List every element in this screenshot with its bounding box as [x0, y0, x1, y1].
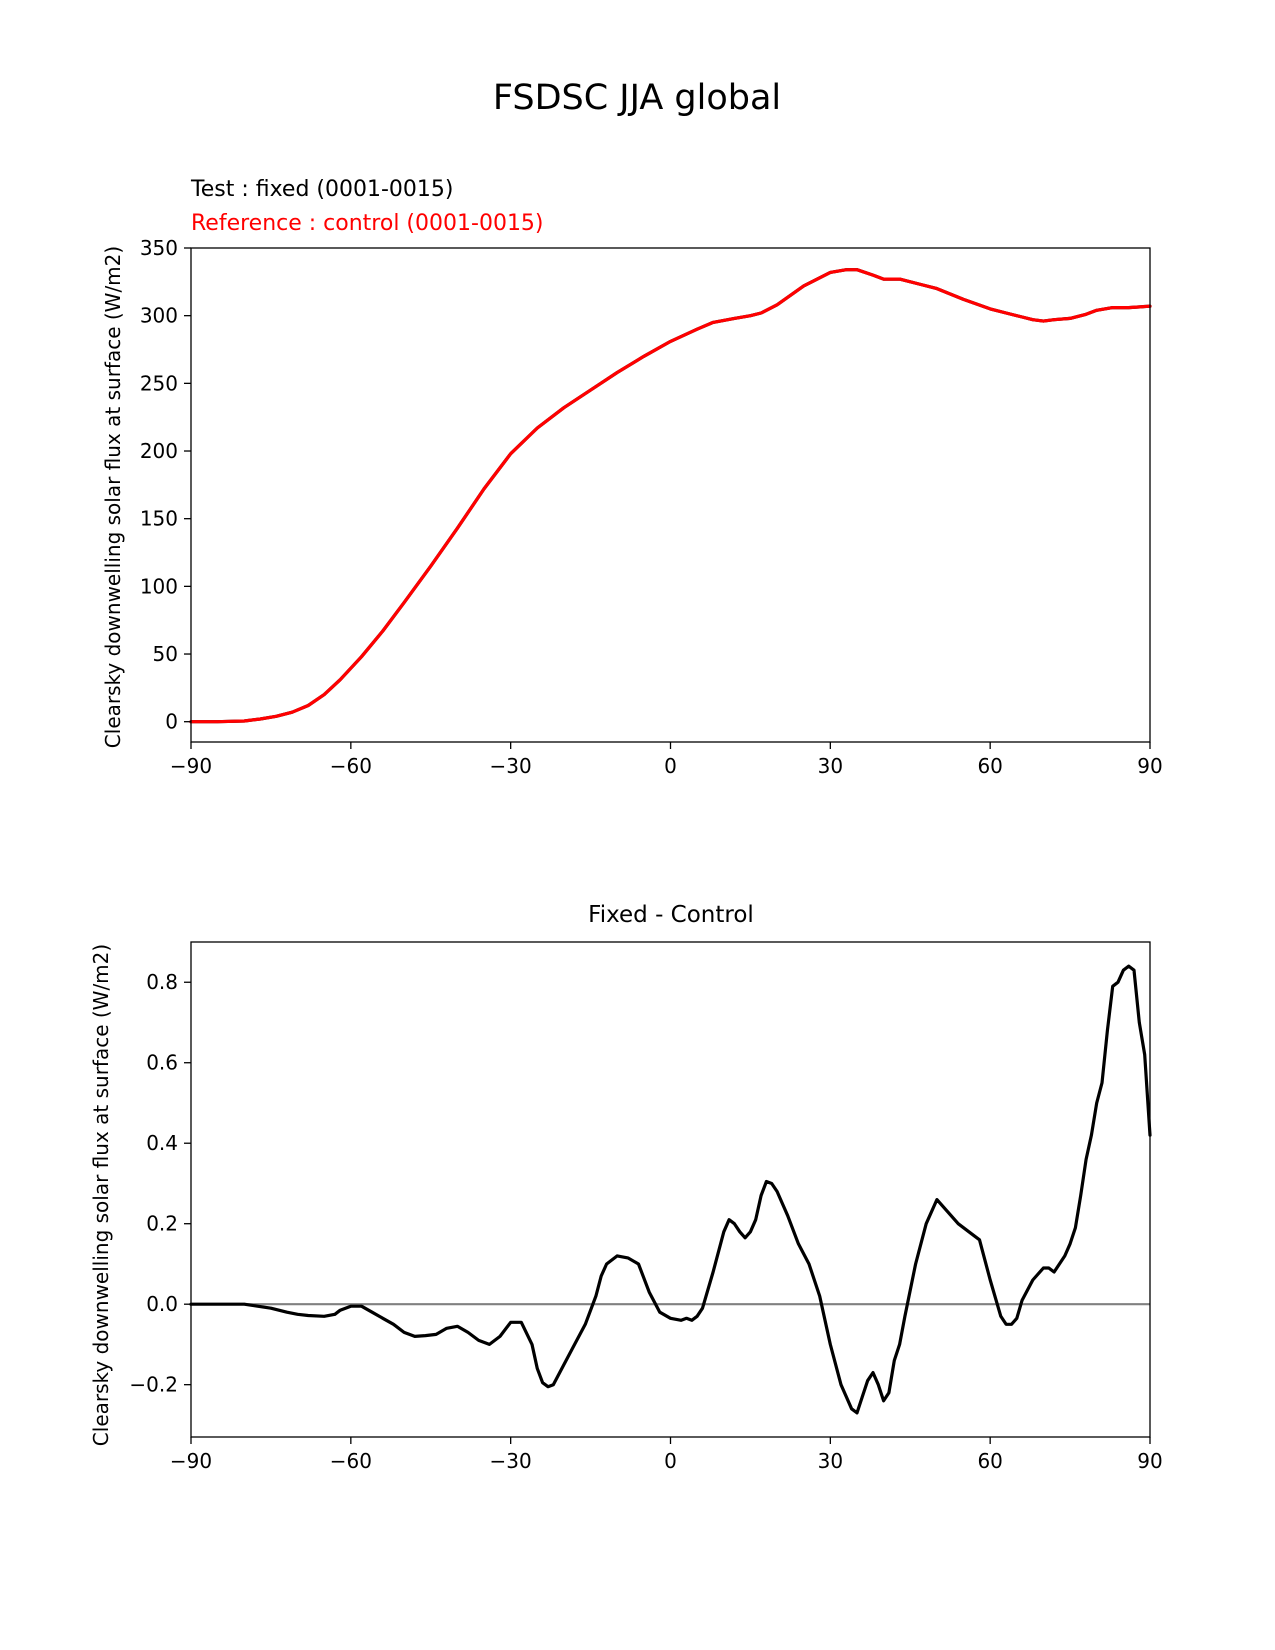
x-tick-label: 60: [977, 1449, 1002, 1473]
x-tick-label: 0: [664, 1449, 677, 1473]
y-tick-label: 0.8: [146, 970, 178, 994]
y-tick-label: 300: [140, 304, 178, 328]
y-tick-label: 200: [140, 439, 178, 463]
difference-chart-title: Fixed - Control: [588, 902, 754, 928]
x-tick-label: −90: [170, 1449, 212, 1473]
x-tick-label: −30: [490, 754, 532, 778]
lower-plot-area: −90 −60 −30 0 30 60 90 −0.2 0.0 0.2 0.4 0.6 0.8: [129, 941, 1163, 1473]
axes-frame: [190, 941, 1151, 1438]
x-tick-label: −60: [330, 1449, 372, 1473]
x-tick-label: 30: [818, 1449, 843, 1473]
x-tick-label: 0: [664, 754, 677, 778]
y-tick-label: −0.2: [129, 1373, 178, 1397]
test-title-line: Test : fixed (0001-0015): [190, 177, 454, 202]
y-tick-label: 350: [140, 236, 178, 260]
y-tick-label: 250: [140, 371, 178, 395]
y-tick-label: 0.0: [146, 1292, 178, 1316]
series-line-0: [189, 964, 1152, 1415]
series-line-1: [189, 268, 1152, 724]
upper-plot-area: −90 −60 −30 0 30 60 90 0 50 100 150 200 250 300 350: [140, 236, 1163, 778]
x-tick-label: 90: [1137, 754, 1162, 778]
figure-title: FSDSC JJA global: [493, 78, 781, 118]
upper-line-chart: Test : fixed (0001-0015) Reference : con…: [101, 177, 1163, 778]
y-tick-label: 0: [165, 710, 178, 734]
y-tick-label: 100: [140, 574, 178, 598]
y-tick-label: 150: [140, 507, 178, 531]
series-line-0: [189, 268, 1152, 724]
x-tick-label: 30: [818, 754, 843, 778]
y-tick-label: 0.2: [146, 1212, 178, 1236]
x-tick-label: 60: [977, 754, 1002, 778]
x-tick-label: −90: [170, 754, 212, 778]
y-tick-label: 0.4: [146, 1131, 178, 1155]
y-tick-label: 50: [153, 642, 178, 666]
lower-y-axis-label: Clearsky downwelling solar flux at surfa…: [89, 944, 113, 1446]
x-tick-label: 90: [1137, 1449, 1162, 1473]
lower-line-chart: Fixed - Control Clearsky downwelling sol…: [89, 902, 1163, 1473]
axes-frame: [190, 247, 1151, 743]
x-tick-label: −60: [330, 754, 372, 778]
y-tick-label: 0.6: [146, 1051, 178, 1075]
reference-title-line: Reference : control (0001-0015): [191, 211, 544, 236]
x-tick-label: −30: [490, 1449, 532, 1473]
upper-y-axis-label: Clearsky downwelling solar flux at surfa…: [101, 246, 125, 748]
